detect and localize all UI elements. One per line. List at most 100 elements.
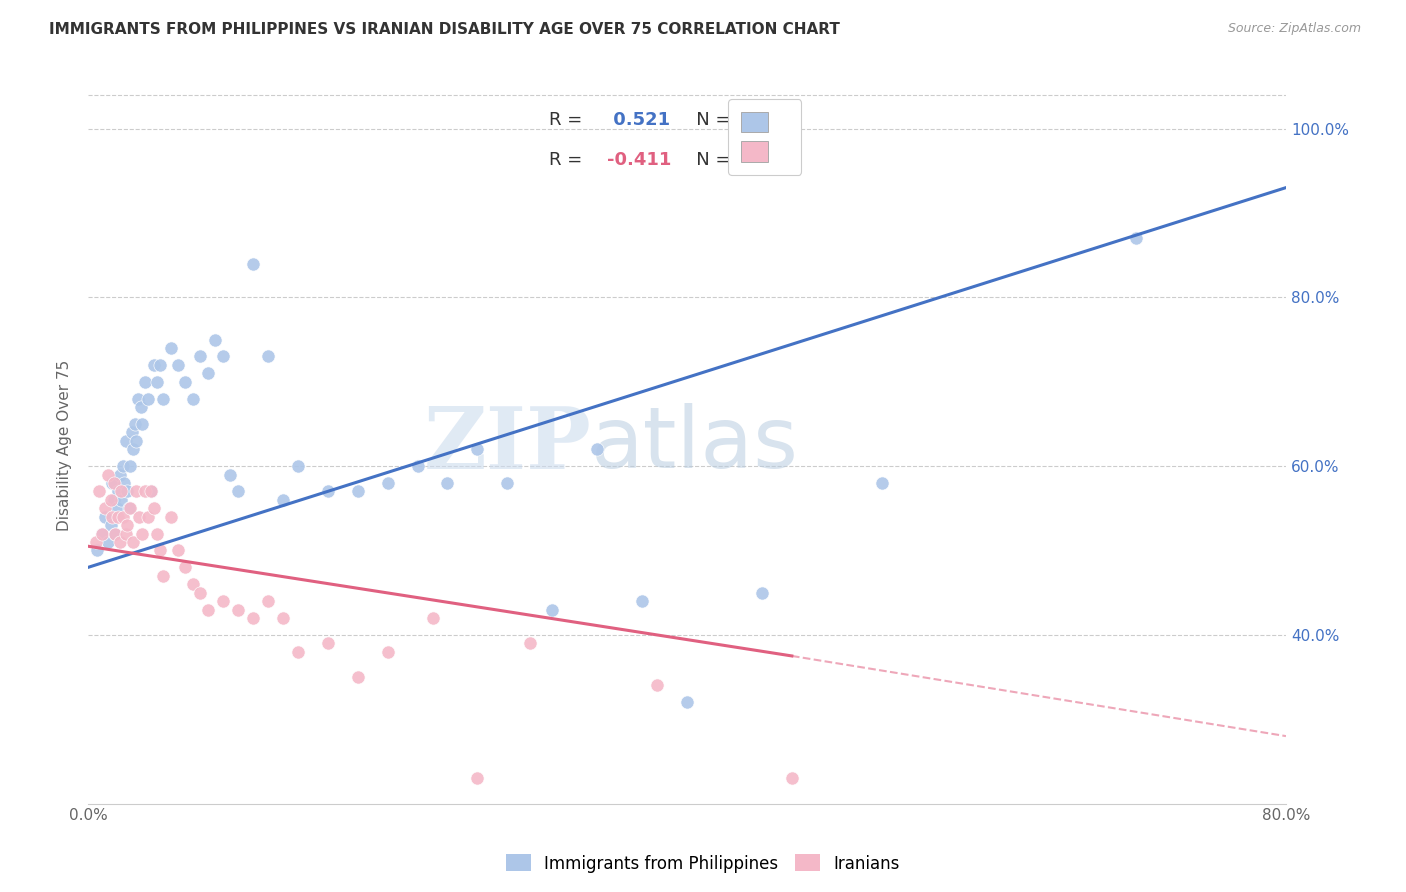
Point xyxy=(139,484,162,499)
Point xyxy=(212,350,235,364)
Point xyxy=(103,475,125,490)
Point xyxy=(422,611,444,625)
Point xyxy=(100,492,122,507)
Legend:   ,   : , xyxy=(728,99,801,175)
Point xyxy=(519,636,541,650)
Text: 60: 60 xyxy=(762,112,787,129)
Point xyxy=(146,375,169,389)
Point xyxy=(316,484,339,499)
Point xyxy=(242,611,264,625)
Point xyxy=(190,350,212,364)
Point xyxy=(146,526,169,541)
Point xyxy=(226,602,249,616)
Point xyxy=(152,568,174,582)
Point xyxy=(112,475,135,490)
Text: R =: R = xyxy=(550,112,588,129)
Point xyxy=(121,425,143,440)
Point xyxy=(316,636,339,650)
Point xyxy=(152,392,174,406)
Point xyxy=(103,492,125,507)
Point xyxy=(406,459,429,474)
Point xyxy=(97,467,120,482)
Point xyxy=(242,256,264,270)
Point xyxy=(104,526,127,541)
Point xyxy=(287,459,309,474)
Point xyxy=(129,400,152,414)
Text: R =: R = xyxy=(550,151,588,169)
Point xyxy=(271,611,294,625)
Text: ZIP: ZIP xyxy=(423,403,592,487)
Point xyxy=(174,375,197,389)
Point xyxy=(870,475,893,490)
Point xyxy=(108,535,131,549)
Point xyxy=(105,501,128,516)
Point xyxy=(127,392,149,406)
Text: N =: N = xyxy=(679,151,735,169)
Point xyxy=(204,333,226,347)
Point xyxy=(167,358,190,372)
Point xyxy=(645,678,668,692)
Text: IMMIGRANTS FROM PHILIPPINES VS IRANIAN DISABILITY AGE OVER 75 CORRELATION CHART: IMMIGRANTS FROM PHILIPPINES VS IRANIAN D… xyxy=(49,22,841,37)
Point xyxy=(125,484,148,499)
Point xyxy=(197,602,219,616)
Point xyxy=(174,560,197,574)
Point xyxy=(101,475,124,490)
Point xyxy=(190,585,212,599)
Point xyxy=(467,442,489,457)
Point xyxy=(586,442,609,457)
Point xyxy=(159,509,181,524)
Point xyxy=(108,467,131,482)
Point xyxy=(86,543,108,558)
Point xyxy=(117,501,139,516)
Point xyxy=(100,518,122,533)
Point xyxy=(115,518,138,533)
Point xyxy=(111,509,134,524)
Point xyxy=(181,392,204,406)
Point xyxy=(114,434,136,448)
Point xyxy=(197,366,219,380)
Point xyxy=(120,459,142,474)
Point xyxy=(107,484,129,499)
Point xyxy=(226,484,249,499)
Point xyxy=(90,526,112,541)
Y-axis label: Disability Age Over 75: Disability Age Over 75 xyxy=(58,359,72,531)
Point xyxy=(124,417,146,431)
Legend: Immigrants from Philippines, Iranians: Immigrants from Philippines, Iranians xyxy=(499,847,907,880)
Point xyxy=(436,475,458,490)
Point xyxy=(136,509,159,524)
Point xyxy=(219,467,242,482)
Point xyxy=(1125,231,1147,245)
Point xyxy=(136,392,159,406)
Point xyxy=(496,475,519,490)
Point xyxy=(346,484,368,499)
Point xyxy=(149,358,172,372)
Point xyxy=(131,417,153,431)
Point xyxy=(120,501,142,516)
Point xyxy=(751,585,773,599)
Point xyxy=(134,484,156,499)
Point xyxy=(139,484,162,499)
Point xyxy=(271,492,294,507)
Point xyxy=(110,484,132,499)
Point xyxy=(377,475,399,490)
Point xyxy=(159,341,181,355)
Point xyxy=(101,509,124,524)
Point xyxy=(107,509,129,524)
Point xyxy=(143,501,166,516)
Point xyxy=(93,509,115,524)
Point xyxy=(377,645,399,659)
Point xyxy=(131,526,153,541)
Text: -0.411: -0.411 xyxy=(607,151,671,169)
Text: Source: ZipAtlas.com: Source: ZipAtlas.com xyxy=(1227,22,1361,36)
Point xyxy=(541,602,564,616)
Point xyxy=(93,501,115,516)
Point xyxy=(90,526,112,541)
Point xyxy=(676,695,699,709)
Point xyxy=(780,772,803,786)
Point xyxy=(110,492,132,507)
Point xyxy=(115,484,138,499)
Point xyxy=(467,772,489,786)
Point xyxy=(631,594,654,608)
Point xyxy=(149,543,172,558)
Point xyxy=(84,535,107,549)
